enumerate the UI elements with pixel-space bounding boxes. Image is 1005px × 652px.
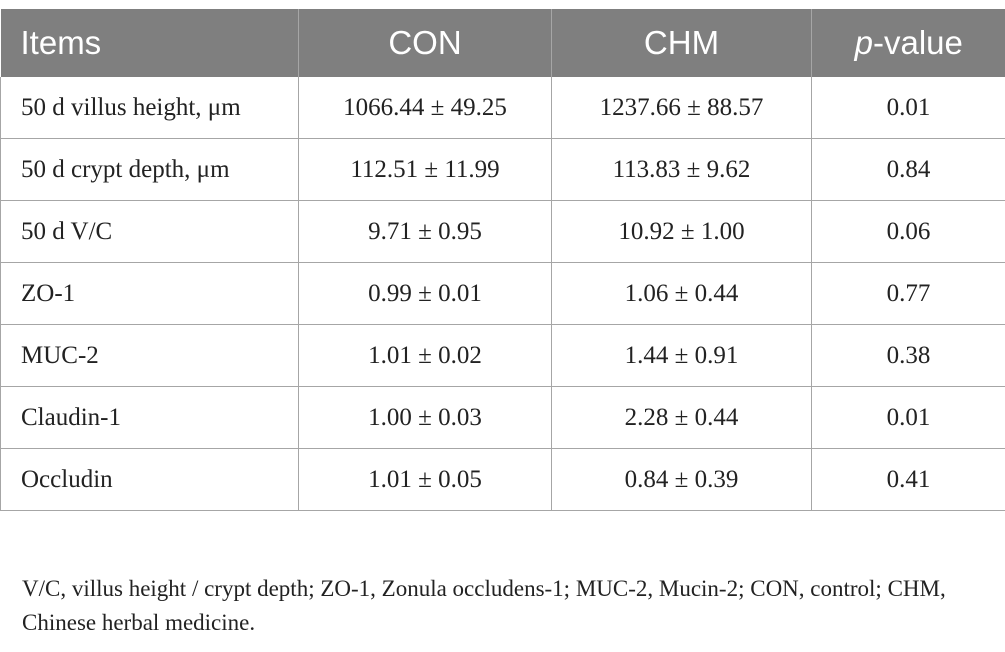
- cell-item: MUC-2: [0, 324, 299, 387]
- cell-p-value: 0.01: [811, 77, 1005, 139]
- table-header-row: Items CON CHM p-value: [0, 9, 1005, 77]
- cell-item: 50 d villus height, μm: [0, 77, 299, 139]
- table-row: 50 d crypt depth, μm 112.51 ± 11.99 113.…: [0, 138, 1005, 201]
- cell-con: 0.99 ± 0.01: [298, 262, 552, 325]
- cell-item: Claudin-1: [0, 386, 299, 449]
- cell-p-value: 0.38: [811, 324, 1005, 387]
- cell-p-value: 0.41: [811, 448, 1005, 511]
- cell-con: 112.51 ± 11.99: [298, 138, 552, 201]
- header-p-suffix: -value: [872, 24, 963, 61]
- table-footnote: V/C, villus height / crypt depth; ZO-1, …: [22, 576, 946, 635]
- header-p-italic: p: [854, 24, 873, 61]
- table-row: 50 d villus height, μm 1066.44 ± 49.25 1…: [0, 77, 1005, 139]
- table-row: Occludin 1.01 ± 0.05 0.84 ± 0.39 0.41: [0, 448, 1005, 511]
- cell-chm: 2.28 ± 0.44: [551, 386, 812, 449]
- cell-p-value: 0.01: [811, 386, 1005, 449]
- cell-item: 50 d crypt depth, μm: [0, 138, 299, 201]
- table-row: ZO-1 0.99 ± 0.01 1.06 ± 0.44 0.77: [0, 262, 1005, 325]
- cell-chm: 0.84 ± 0.39: [551, 448, 812, 511]
- cell-p-value: 0.84: [811, 138, 1005, 201]
- cell-item: ZO-1: [0, 262, 299, 325]
- cell-chm: 1237.66 ± 88.57: [551, 77, 812, 139]
- cell-p-value: 0.77: [811, 262, 1005, 325]
- data-table-container: Items CON CHM p-value 50 d villus height…: [0, 9, 1005, 511]
- cell-con: 1.01 ± 0.05: [298, 448, 552, 511]
- results-table: Items CON CHM p-value 50 d villus height…: [0, 9, 1005, 511]
- cell-chm: 1.44 ± 0.91: [551, 324, 812, 387]
- cell-con: 1.01 ± 0.02: [298, 324, 552, 387]
- cell-chm: 1.06 ± 0.44: [551, 262, 812, 325]
- cell-item: Occludin: [0, 448, 299, 511]
- table-row: 50 d V/C 9.71 ± 0.95 10.92 ± 1.00 0.06: [0, 200, 1005, 263]
- cell-chm: 10.92 ± 1.00: [551, 200, 812, 263]
- cell-chm: 113.83 ± 9.62: [551, 138, 812, 201]
- header-items: Items: [0, 9, 299, 77]
- cell-con: 9.71 ± 0.95: [298, 200, 552, 263]
- header-con: CON: [298, 9, 552, 77]
- table-row: MUC-2 1.01 ± 0.02 1.44 ± 0.91 0.38: [0, 324, 1005, 387]
- cell-con: 1066.44 ± 49.25: [298, 77, 552, 139]
- table-row: Claudin-1 1.00 ± 0.03 2.28 ± 0.44 0.01: [0, 386, 1005, 449]
- cell-p-value: 0.06: [811, 200, 1005, 263]
- cell-con: 1.00 ± 0.03: [298, 386, 552, 449]
- cell-item: 50 d V/C: [0, 200, 299, 263]
- header-p-value: p-value: [811, 9, 1005, 77]
- header-chm: CHM: [551, 9, 812, 77]
